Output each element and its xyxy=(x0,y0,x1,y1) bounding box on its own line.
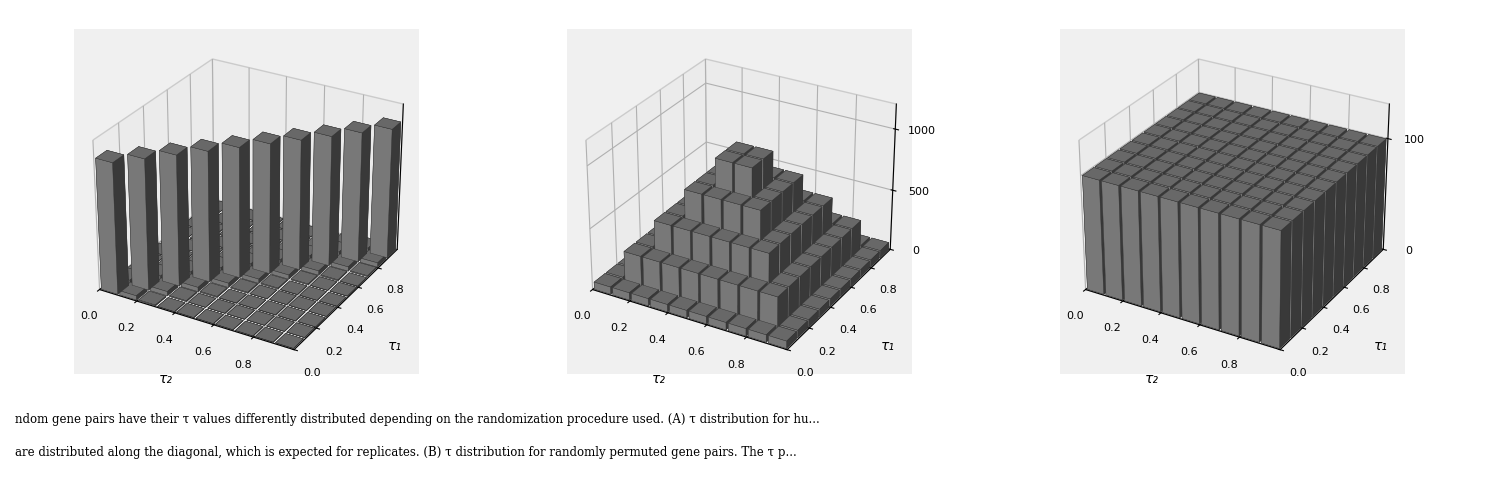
Y-axis label: τ₁: τ₁ xyxy=(387,338,402,352)
Y-axis label: τ₁: τ₁ xyxy=(880,338,895,352)
X-axis label: τ₂: τ₂ xyxy=(1144,372,1159,386)
X-axis label: τ₂: τ₂ xyxy=(651,372,666,386)
Y-axis label: τ₁: τ₁ xyxy=(1373,338,1388,352)
Text: ndom gene pairs have their τ values differently distributed depending on the ran: ndom gene pairs have their τ values diff… xyxy=(15,413,820,426)
X-axis label: τ₂: τ₂ xyxy=(158,372,173,386)
Text: are distributed along the diagonal, which is expected for replicates. (B) τ dist: are distributed along the diagonal, whic… xyxy=(15,446,796,459)
